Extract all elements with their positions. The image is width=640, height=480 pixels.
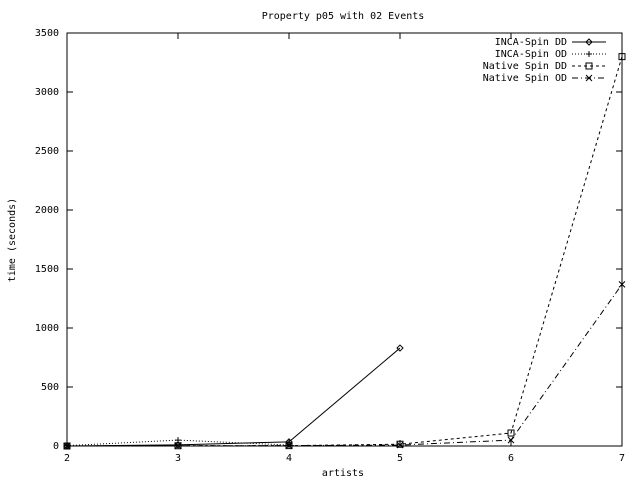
marker [618, 280, 626, 288]
marker [63, 442, 71, 450]
marker [618, 53, 626, 61]
x-axis-label: artists [322, 468, 364, 479]
x-tick-label: 2 [64, 453, 70, 464]
x-tick-label: 7 [619, 453, 625, 464]
x-tick-label: 6 [508, 453, 514, 464]
marker [174, 442, 182, 450]
series-line [66, 284, 623, 447]
marker [507, 436, 515, 444]
marker [585, 74, 593, 82]
marker [285, 442, 293, 449]
marker [175, 437, 181, 444]
marker [396, 344, 404, 352]
legend-label: INCA-Spin DD [495, 37, 567, 48]
series-line [66, 347, 401, 447]
marker [585, 38, 593, 46]
y-tick-label: 1000 [35, 323, 59, 334]
y-tick-label: 1500 [35, 264, 59, 275]
legend-label: Native Spin OD [483, 73, 567, 84]
y-tick-label: 2500 [35, 146, 59, 157]
series-line [66, 56, 623, 447]
x-tick-label: 3 [175, 453, 181, 464]
x-tick-label: 4 [286, 453, 292, 464]
x-tick-label: 5 [397, 453, 403, 464]
plot-frame [66, 32, 623, 447]
y-tick-label: 500 [41, 382, 59, 393]
y-tick-label: 3000 [35, 87, 59, 98]
legend-label: INCA-Spin OD [495, 49, 567, 60]
y-axis-label: time (seconds) [7, 198, 18, 282]
chart-title: Property p05 with 02 Events [262, 11, 425, 22]
y-tick-label: 3500 [35, 28, 59, 39]
marker [507, 429, 515, 437]
y-tick-label: 2000 [35, 205, 59, 216]
marker [586, 51, 592, 57]
legend-label: Native Spin DD [483, 61, 567, 72]
marker [396, 441, 404, 449]
marker [585, 62, 593, 70]
y-tick-label: 0 [53, 441, 59, 452]
